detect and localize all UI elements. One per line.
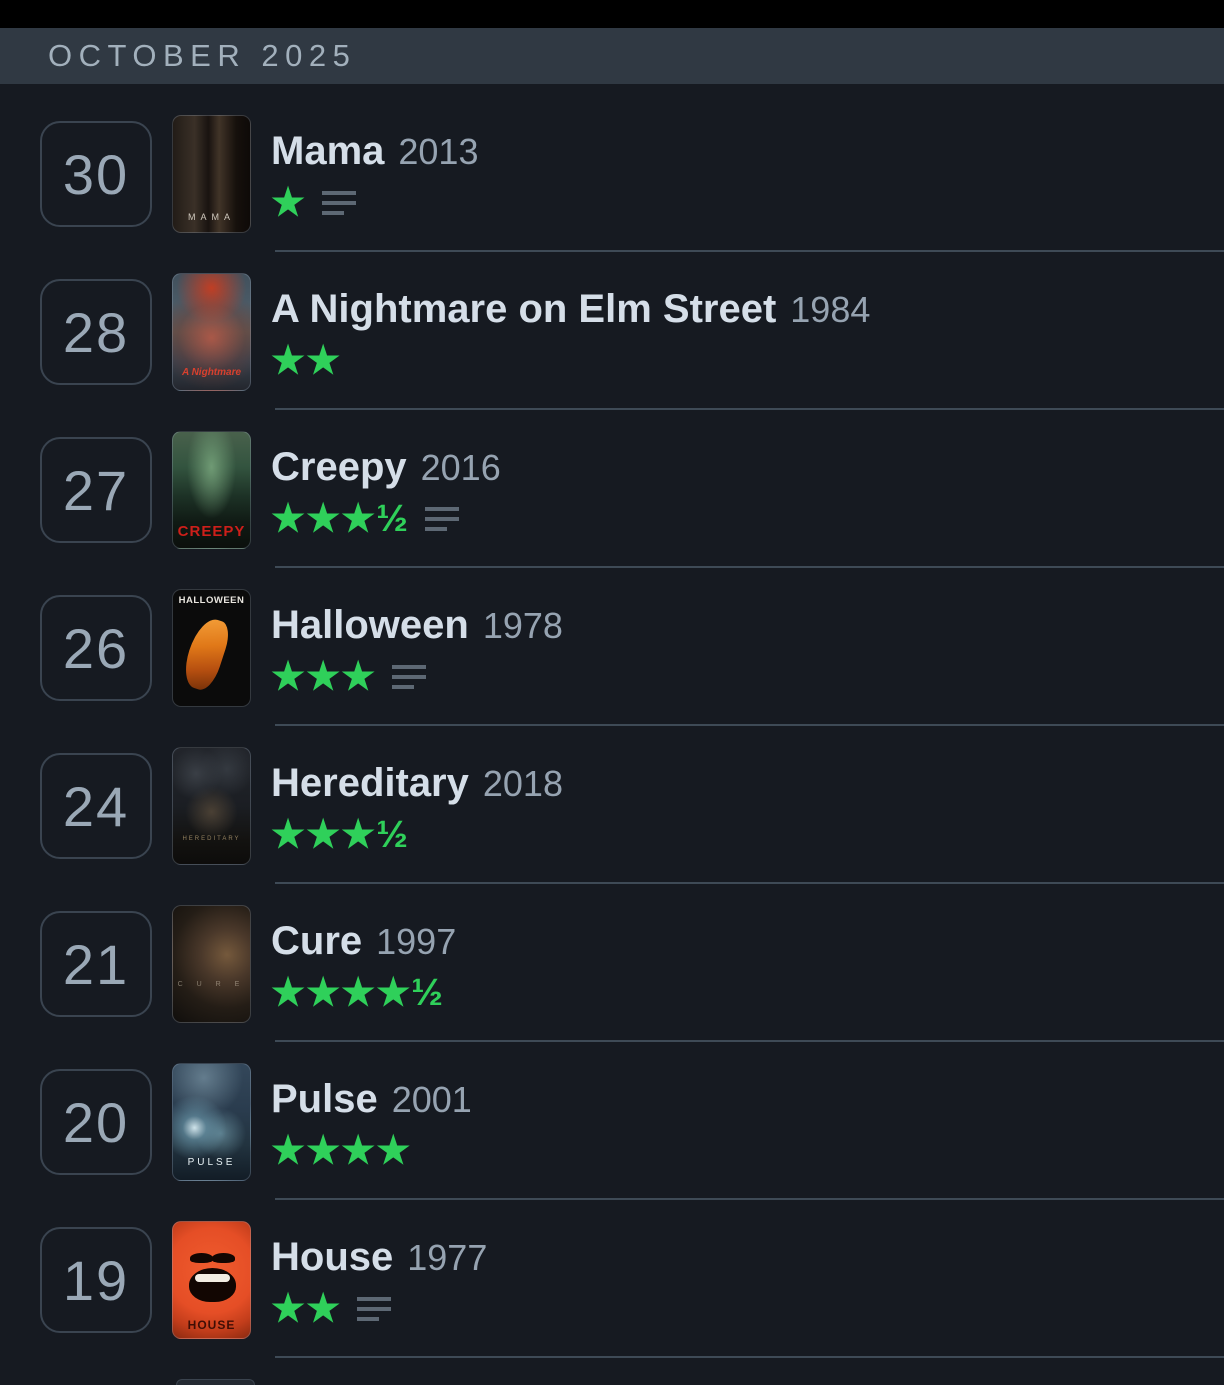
- film-year[interactable]: 2018: [482, 763, 563, 804]
- film-year[interactable]: 1978: [482, 605, 563, 646]
- diary-row: 19 HOUSE House 1977 ★★: [40, 1221, 1224, 1379]
- review-lines-icon[interactable]: [322, 191, 357, 215]
- day-number: 26: [62, 616, 130, 680]
- diary-row: 27 CREEPY Creepy 2016 ★★★½: [40, 431, 1224, 589]
- row-divider: [275, 1198, 1224, 1200]
- film-poster[interactable]: C U R E: [172, 905, 251, 1023]
- film-title[interactable]: Cure: [271, 919, 363, 963]
- film-title[interactable]: Creepy: [271, 445, 407, 489]
- star-rating: ★★★★½: [271, 972, 444, 1014]
- star-rating: ★: [271, 182, 307, 224]
- film-year[interactable]: 1984: [790, 289, 871, 330]
- film-link[interactable]: A Nightmare on Elm Street 1984: [271, 287, 870, 331]
- month-header: OCTOBER 2025: [0, 28, 1224, 84]
- row-divider: [275, 408, 1224, 410]
- poster-title-text: C U R E: [177, 981, 246, 988]
- day-number: 30: [62, 142, 130, 206]
- film-title[interactable]: A Nightmare on Elm Street: [271, 287, 777, 331]
- day-box[interactable]: 26: [40, 595, 152, 701]
- review-lines-icon[interactable]: [424, 507, 459, 531]
- film-poster[interactable]: HALLOWEEN: [172, 589, 251, 707]
- film-title[interactable]: Pulse: [271, 1077, 378, 1121]
- film-title[interactable]: Mama: [271, 129, 385, 173]
- review-lines-icon[interactable]: [392, 665, 427, 689]
- poster-title-text: HALLOWEEN: [178, 595, 245, 606]
- next-row-poster-peek: [176, 1379, 255, 1385]
- star-rating: ★★: [271, 1288, 342, 1330]
- film-link[interactable]: Halloween 1978: [271, 603, 563, 647]
- poster-title-text: CREEPY: [177, 523, 246, 540]
- film-year[interactable]: 2013: [398, 131, 479, 172]
- film-poster[interactable]: HOUSE: [172, 1221, 251, 1339]
- diary-row: 26 HALLOWEEN Halloween 1978 ★★★: [40, 589, 1224, 747]
- review-lines-icon[interactable]: [357, 1297, 392, 1321]
- film-link[interactable]: Creepy 2016: [271, 445, 501, 489]
- film-year[interactable]: 2016: [420, 447, 501, 488]
- day-box[interactable]: 21: [40, 911, 152, 1017]
- diary-row: 28 A Nightmare A Nightmare on Elm Street…: [40, 273, 1224, 431]
- film-link[interactable]: Hereditary 2018: [271, 761, 563, 805]
- diary-list: 30 MAMA Mama 2013 ★ 28: [0, 84, 1224, 1385]
- poster-title-text: A Nightmare: [181, 367, 242, 378]
- film-poster[interactable]: HEREDITARY: [172, 747, 251, 865]
- film-title[interactable]: Hereditary: [271, 761, 469, 805]
- film-title[interactable]: House: [271, 1235, 394, 1279]
- row-divider: [275, 1040, 1224, 1042]
- row-divider: [275, 1356, 1224, 1358]
- row-divider: [275, 882, 1224, 884]
- diary-row: 30 MAMA Mama 2013 ★: [40, 115, 1224, 273]
- poster-title-text: HOUSE: [187, 1318, 236, 1332]
- film-link[interactable]: Pulse 2001: [271, 1077, 472, 1121]
- day-number: 21: [62, 932, 130, 996]
- film-link[interactable]: Mama 2013: [271, 129, 478, 173]
- day-number: 27: [62, 458, 130, 522]
- film-year[interactable]: 2001: [391, 1079, 472, 1120]
- star-rating: ★★★½: [271, 498, 409, 540]
- poster-title-text: HEREDITARY: [182, 836, 241, 842]
- diary-row: 21 C U R E Cure 1997 ★★★★½: [40, 905, 1224, 1063]
- status-bar-strip: [0, 0, 1224, 28]
- row-divider: [275, 566, 1224, 568]
- film-year[interactable]: 1997: [376, 921, 457, 962]
- day-box[interactable]: 30: [40, 121, 152, 227]
- film-poster[interactable]: PULSE: [172, 1063, 251, 1181]
- diary-row: 24 HEREDITARY Hereditary 2018 ★★★½: [40, 747, 1224, 905]
- day-number: 28: [62, 300, 130, 364]
- star-rating: ★★★½: [271, 814, 409, 856]
- day-box[interactable]: 20: [40, 1069, 152, 1175]
- diary-row: 20 PULSE Pulse 2001 ★★★★: [40, 1063, 1224, 1221]
- day-number: 24: [62, 774, 130, 838]
- film-poster[interactable]: A Nightmare: [172, 273, 251, 391]
- film-year[interactable]: 1977: [407, 1237, 488, 1278]
- month-title: OCTOBER 2025: [48, 38, 357, 73]
- film-link[interactable]: House 1977: [271, 1235, 487, 1279]
- day-box[interactable]: 27: [40, 437, 152, 543]
- day-box[interactable]: 28: [40, 279, 152, 385]
- film-poster[interactable]: MAMA: [172, 115, 251, 233]
- day-number: 19: [62, 1248, 130, 1312]
- film-link[interactable]: Cure 1997: [271, 919, 456, 963]
- day-number: 20: [62, 1090, 130, 1154]
- film-title[interactable]: Halloween: [271, 603, 469, 647]
- day-box[interactable]: 24: [40, 753, 152, 859]
- day-box[interactable]: 19: [40, 1227, 152, 1333]
- star-rating: ★★: [271, 340, 342, 382]
- poster-title-text: PULSE: [187, 1157, 236, 1168]
- star-rating: ★★★: [271, 656, 377, 698]
- row-divider: [275, 250, 1224, 252]
- row-divider: [275, 724, 1224, 726]
- star-rating: ★★★★: [271, 1130, 412, 1172]
- film-poster[interactable]: CREEPY: [172, 431, 251, 549]
- poster-title-text: MAMA: [188, 212, 235, 222]
